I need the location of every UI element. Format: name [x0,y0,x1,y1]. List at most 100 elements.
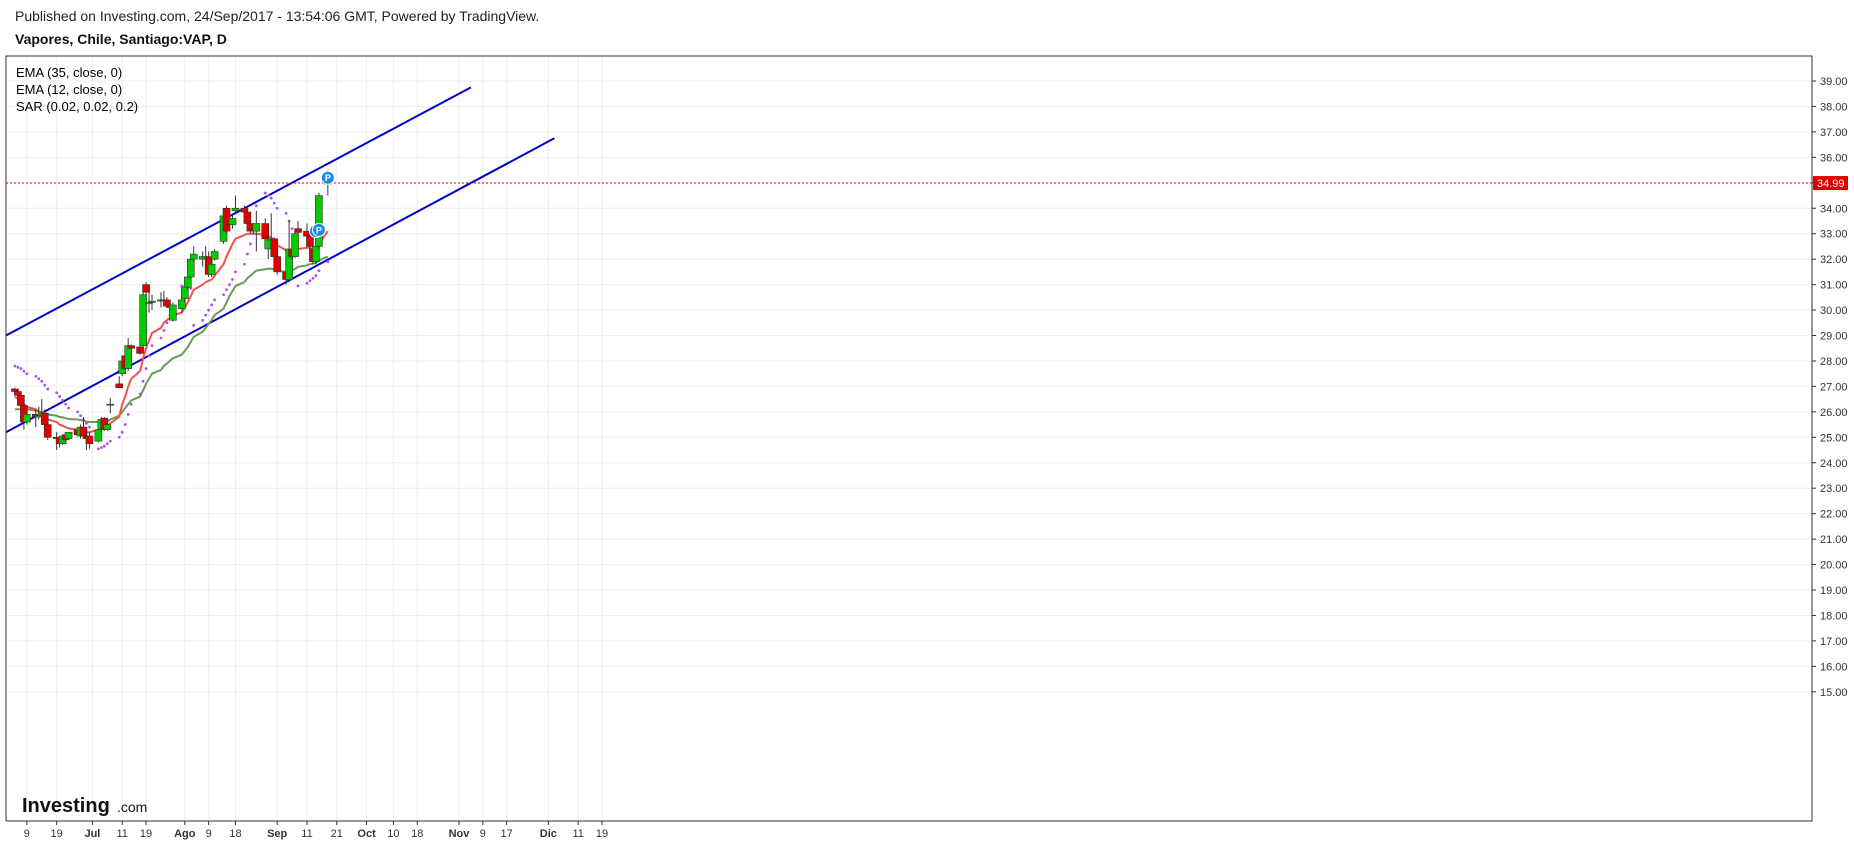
sar-dot [34,374,38,378]
candle [85,432,94,449]
last-price-label: 34.99 [1813,176,1848,191]
symbol-title: Vapores, Chile, Santiago:VAP, D [15,31,227,47]
sar-dot [245,252,249,256]
x-tick-label: 19 [140,828,152,840]
candle-body [11,388,19,392]
x-tick-label: 18 [411,828,423,840]
ema35-line [14,255,329,423]
sar-dot [243,262,246,266]
x-tick-label: 19 [51,828,63,840]
candle [43,422,52,440]
y-tick-label: 31.00 [1820,280,1848,292]
sar-dot [251,232,255,236]
candle [136,345,144,355]
sar-dot [138,392,142,396]
candle-body [294,228,302,233]
candle-body [79,426,88,437]
y-tick-label: 19.00 [1820,585,1848,597]
y-tick-label: 23.00 [1820,483,1848,495]
x-tick-label: Nov [449,828,471,840]
sar-dot [317,269,321,273]
logo-main-text: Investing [22,795,110,817]
candle [252,210,261,252]
sar-dot [222,293,225,297]
y-tick-label: 25.00 [1820,432,1848,444]
candle [115,376,124,388]
candle-body [207,263,216,275]
marker-p: P [320,170,335,185]
sar-dot [159,336,163,340]
sar-dot [16,365,20,369]
sar-dot [296,284,300,288]
candle [207,259,216,277]
sar-dot [290,227,294,231]
x-axis: 9 19 Jul 11 19 Ago 9 18 Sep 11 21 Oct 10 18 Nov 9 17 Dic 1… [24,821,608,840]
y-tick-label: 32.00 [1820,254,1848,266]
y-tick-label: 21.00 [1820,534,1848,546]
sar-dot [126,412,130,416]
candle-body [186,258,195,278]
candle-body [306,235,314,247]
sar-dot [207,308,211,312]
candle-body [291,233,299,257]
y-tick-label: 15.00 [1820,687,1848,699]
x-tick-label: 9 [24,828,30,840]
sar-dot [189,287,193,290]
sar-dot [234,270,237,274]
sar-dot [46,387,50,391]
candle-body [315,195,323,247]
candle-body [178,299,186,310]
marker-p: P [311,222,326,237]
candle-body [85,435,94,444]
y-tick-label: 36.00 [1820,152,1848,164]
y-tick-label: 18.00 [1820,610,1848,622]
x-tick-label: Jul [84,828,100,840]
indicator-sar: SAR (0.02, 0.02, 0.2) [16,99,138,114]
y-tick-label: 28.00 [1820,356,1848,368]
sar-dot [254,204,258,208]
sar-dot [147,354,151,358]
candle-body [94,429,103,442]
candle-body [261,223,270,240]
sar-dot [85,421,88,425]
sar-dot [225,288,228,292]
y-tick-label: 33.00 [1820,229,1848,241]
candle-body [312,246,320,262]
candle-body [270,238,279,257]
candle-body [127,345,135,349]
sar-dot [192,323,196,327]
x-tick-label: Dic [540,828,557,840]
sar-dot [40,379,44,383]
candle [148,294,156,311]
y-tick-label: 38.00 [1820,101,1848,113]
candles [11,170,332,451]
sar-dot [76,410,79,414]
candle [142,282,150,295]
y-tick-label: 22.00 [1820,509,1848,521]
sar-dot [55,391,59,395]
candle [273,254,281,275]
sar-dot [165,321,169,325]
sar-dot [204,313,208,317]
sar-dot [210,303,214,307]
sar-dot [284,211,288,215]
candle [312,243,320,265]
sar-dot [58,395,62,398]
sar-dot [37,377,41,381]
y-tick-label: 16.00 [1820,661,1848,673]
candle-body [252,223,261,232]
trendline [5,137,555,434]
sar-dot [213,298,217,302]
candle-body [136,346,144,354]
y-tick-label: 26.00 [1820,407,1848,419]
candle-body [181,286,189,299]
x-tick-label: 11 [117,828,128,840]
candle-body [64,431,73,439]
sar-dot [88,425,91,429]
sar-dot [275,206,279,210]
sar-dot [201,318,205,322]
y-tick-label: 30.00 [1820,305,1848,317]
published-caption: Published on Investing.com, 24/Sep/2017 … [15,8,540,24]
x-tick-label: Ago [174,828,196,840]
